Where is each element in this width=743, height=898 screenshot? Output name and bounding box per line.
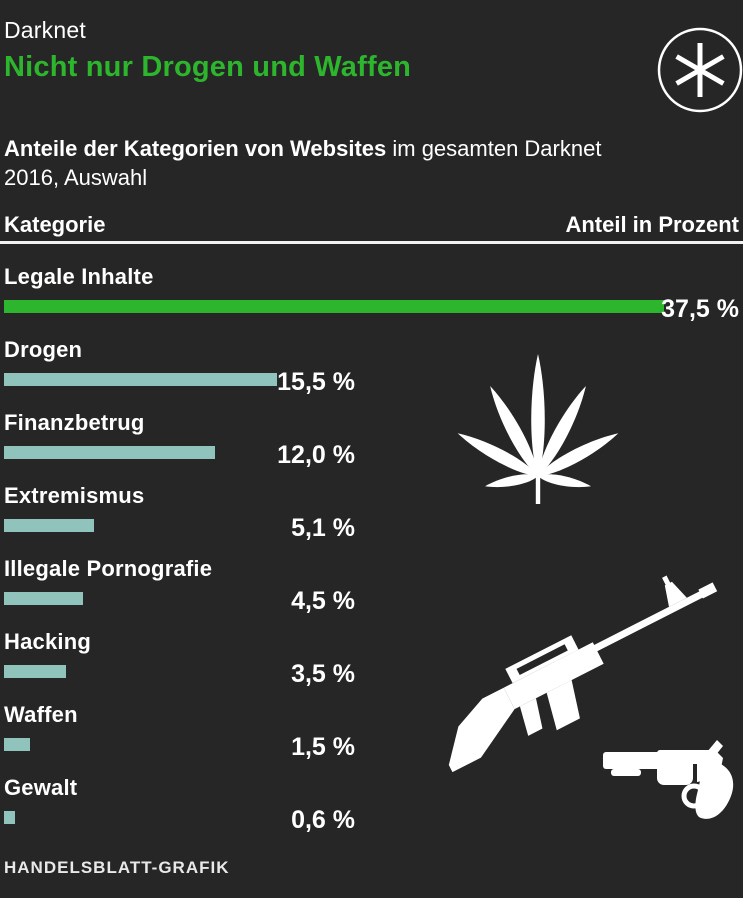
category-label: Illegale Pornografie [4,556,213,581]
bar-chart: Legale Inhalte 37,5 % Drogen 15,5 % Finanzbe… [4,264,739,848]
page-title: Nicht nur Drogen und Waffen [4,51,412,83]
value-label: 4,5 % [291,587,355,615]
category-label: Finanzbetrug [4,410,145,435]
chart-row: Drogen 15,5 % [4,337,739,410]
chart-row: Waffen 1,5 % [4,702,739,775]
rifle-icon [448,575,718,773]
chart-row: Hacking 3,5 % [4,629,739,702]
chart-subtitle-bold: Anteile der Kategorien von Websites [4,136,387,161]
revolver-icon [603,740,734,819]
kicker-label: Darknet [4,17,86,43]
bar [4,373,277,386]
bar [4,665,66,678]
credit-label: HANDELSBLATT-GRAFIK [4,858,230,877]
category-label: Gewalt [4,775,78,800]
column-header-category: Kategorie [4,212,106,237]
asterisk-icon [657,27,743,113]
cannabis-leaf-icon [457,354,619,504]
bar [4,592,84,605]
bar [4,738,31,751]
table-header: Kategorie Anteil in Prozent [4,212,739,238]
category-label: Waffen [4,702,78,727]
value-label: 0,6 % [291,806,355,834]
category-label: Legale Inhalte [4,264,154,289]
value-label: 1,5 % [291,733,355,761]
bar [4,519,94,532]
chart-row: Finanzbetrug 12,0 % [4,410,739,483]
value-label: 15,5 % [277,368,355,396]
chart-row: Extremismus 5,1 % [4,483,739,556]
header-rule [0,241,743,244]
value-label: 3,5 % [291,660,355,688]
chart-subtitle-rest: im gesamten Darknet 2016, Auswahl [4,136,602,190]
chart-subtitle: Anteile der Kategorien von Websites im g… [4,134,604,192]
chart-row: Illegale Pornografie 4,5 % [4,556,739,629]
category-label: Extremismus [4,483,145,508]
bar [4,300,664,313]
bar [4,811,15,824]
value-label: 37,5 % [661,295,739,323]
chart-row: Legale Inhalte 37,5 % [4,264,739,337]
category-label: Hacking [4,629,91,654]
column-header-share: Anteil in Prozent [565,212,739,237]
value-label: 5,1 % [291,514,355,542]
value-label: 12,0 % [277,441,355,469]
category-label: Drogen [4,337,83,362]
chart-row: Gewalt 0,6 % [4,775,739,848]
bar [4,446,216,459]
